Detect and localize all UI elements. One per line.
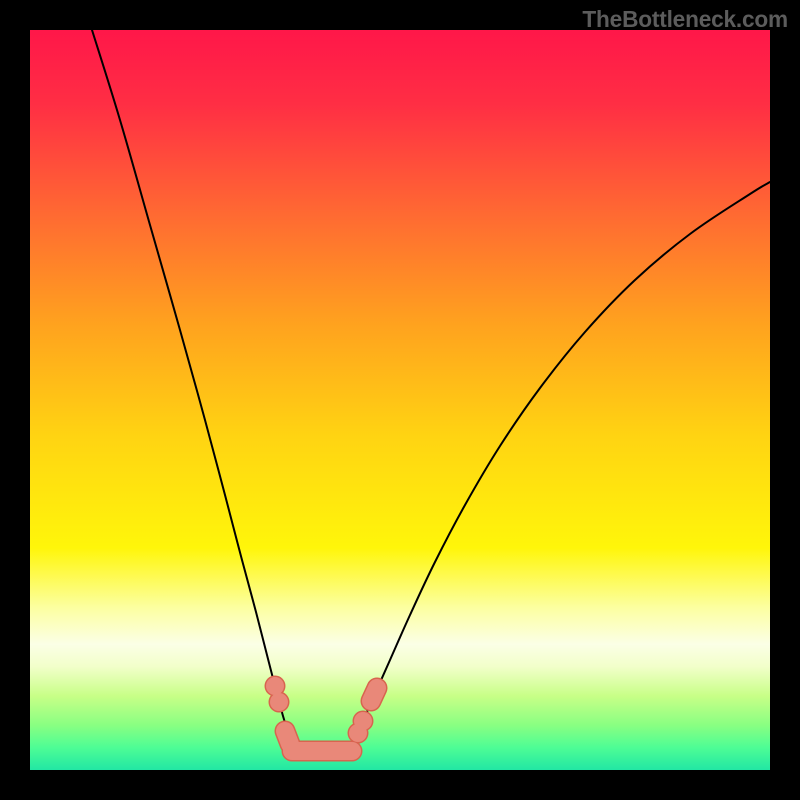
bottleneck-chart — [30, 30, 770, 770]
plot-area — [30, 30, 770, 770]
chart-frame: TheBottleneck.com — [0, 0, 800, 800]
marker-circle — [266, 677, 284, 695]
marker-circle — [270, 693, 288, 711]
gradient-background — [30, 30, 770, 770]
marker-capsule — [285, 731, 290, 744]
marker-capsule — [371, 688, 377, 701]
marker-circle — [354, 712, 372, 730]
watermark-text: TheBottleneck.com — [582, 6, 788, 33]
